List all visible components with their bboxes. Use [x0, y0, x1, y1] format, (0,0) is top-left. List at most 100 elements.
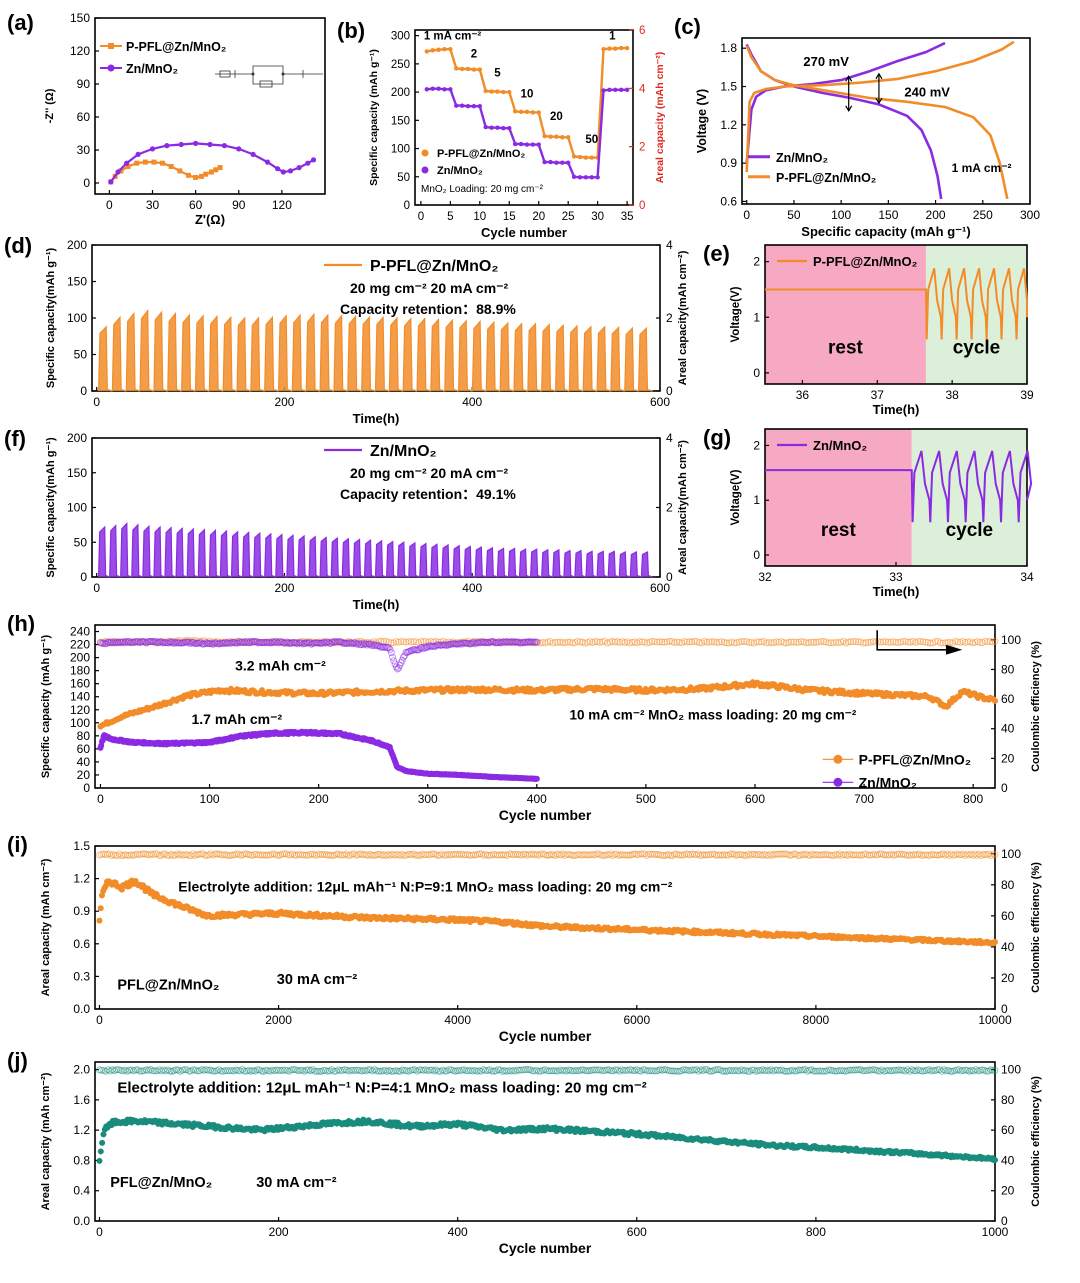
data-point	[619, 87, 624, 93]
ce-point	[820, 1067, 828, 1075]
ce-point	[386, 646, 394, 653]
y-tick-label: 0	[83, 176, 90, 190]
y-right-axis-title: Areal capacity(mAh cm⁻²)	[677, 250, 689, 385]
ce-point	[410, 638, 417, 646]
panel-label: (f)	[4, 426, 26, 451]
ce-point	[663, 638, 671, 646]
y-tick-label: 0.8	[73, 1153, 90, 1167]
capacity-trace	[98, 522, 653, 578]
x-tick-label: 39	[1020, 388, 1034, 402]
data-point	[454, 103, 459, 108]
data-point	[554, 160, 559, 165]
y-tick-label: 150	[67, 466, 87, 480]
data-point	[125, 164, 131, 169]
data-point	[151, 159, 157, 165]
ce-point	[785, 638, 793, 646]
ce-point	[313, 1067, 321, 1075]
data-point	[613, 87, 618, 93]
ce-point	[523, 852, 531, 859]
ce-point	[987, 852, 995, 859]
ce-point	[817, 638, 825, 645]
data-point	[305, 160, 311, 166]
ce-point	[693, 1066, 700, 1074]
ce-point	[976, 639, 984, 646]
data-point	[489, 125, 494, 130]
x-tick-label: 4000	[444, 1013, 471, 1027]
y-right-tick-label: 100	[1001, 847, 1021, 861]
y-tick-label: 0	[80, 384, 87, 398]
ce-point	[810, 638, 818, 646]
ce-point	[731, 1066, 739, 1074]
panel-h: 0 100 200 300 400 500 600 700 800020406080100120…	[7, 611, 1042, 823]
x-tick-label: 20	[532, 211, 545, 223]
region-label: cycle	[946, 520, 994, 541]
data-point	[565, 135, 571, 140]
y-axis-title: Areal capacity (mAh cm⁻²)	[40, 858, 52, 996]
ce-point	[598, 638, 606, 646]
node	[281, 72, 285, 76]
ce-point	[807, 638, 815, 646]
ce-point	[375, 1067, 383, 1075]
ce-point	[166, 1067, 174, 1075]
y-tick-label: 20	[77, 768, 91, 782]
data-point	[542, 159, 547, 165]
ce-point	[855, 1066, 862, 1074]
data-point	[424, 49, 429, 54]
ce-point	[551, 852, 559, 860]
ce-point	[584, 1067, 592, 1075]
ce-point	[593, 638, 601, 646]
y-tick-label: 0	[753, 548, 760, 562]
data-point	[185, 172, 191, 178]
ce-point	[397, 637, 405, 645]
ce-point	[790, 638, 798, 646]
data-point	[589, 175, 594, 180]
ce-point	[939, 639, 947, 647]
x-tick-label: 15	[503, 211, 516, 223]
x-tick-label: 0	[96, 1013, 103, 1027]
y-right-tick-label: 80	[1001, 1093, 1015, 1107]
data-point	[477, 67, 483, 72]
data-point	[310, 157, 317, 163]
y-right-tick-label: 0	[639, 200, 645, 212]
x-tick-label: 500	[636, 792, 656, 806]
ce-point	[755, 638, 763, 646]
y-right-tick-label: 0	[1001, 1002, 1008, 1016]
ce-point	[852, 1066, 860, 1074]
ce-point	[854, 638, 862, 646]
data-point	[442, 87, 447, 92]
ce-point	[393, 665, 401, 673]
data-point	[459, 66, 465, 72]
ce-point	[715, 638, 723, 646]
ce-point	[915, 850, 923, 858]
legend-marker	[107, 64, 115, 72]
circuit-lines	[215, 65, 323, 85]
y-right-tick-label: 0	[1001, 781, 1008, 795]
x-axis-title: Time(h)	[873, 584, 920, 599]
resistor	[219, 70, 231, 78]
y-right-tick-label: 100	[1001, 1063, 1021, 1077]
ce-point	[574, 637, 581, 645]
y-tick-label: 2.0	[73, 1063, 90, 1077]
capacity-point	[96, 1157, 103, 1164]
y-tick-label: 0.3	[73, 969, 90, 983]
ce-point	[535, 851, 543, 859]
legend-label: Zn/MnO₂	[813, 438, 867, 453]
x-tick-label: 100	[200, 792, 220, 806]
ce-point	[827, 639, 835, 647]
ce-point	[812, 638, 820, 646]
ce-point	[705, 1067, 713, 1075]
ce-point	[712, 1066, 720, 1074]
rate-label: 20	[550, 111, 563, 123]
data-point	[221, 143, 227, 149]
data-point	[208, 169, 214, 175]
legend-label: P-PFL@Zn/MnO₂	[437, 148, 525, 160]
data-point	[583, 155, 589, 160]
data-point	[512, 141, 518, 147]
ce-point	[703, 638, 711, 646]
x-tick-label: 5	[447, 211, 453, 223]
ce-point	[695, 850, 702, 858]
ce-point	[405, 637, 413, 645]
y-tick-label: 250	[391, 59, 410, 71]
ce-point	[946, 1067, 954, 1075]
